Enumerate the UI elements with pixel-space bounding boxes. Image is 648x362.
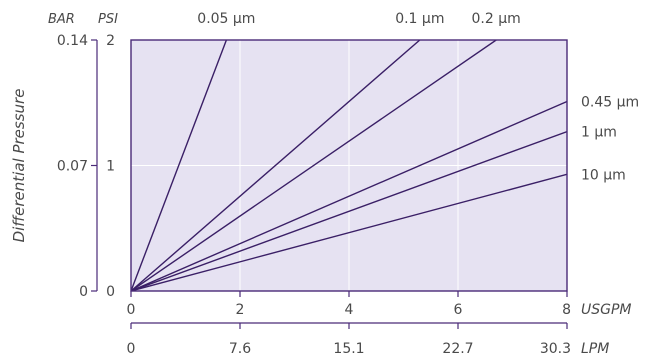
series-line-2: [131, 40, 497, 291]
psi-tick-label: 2: [106, 33, 115, 49]
series-label: 1 µm: [581, 125, 617, 141]
series-line-4: [131, 130, 567, 291]
usgpm-tick-label: 0: [127, 302, 136, 318]
usgpm-unit-label: USGPM: [581, 302, 632, 318]
usgpm-tick-label: 2: [236, 302, 245, 318]
usgpm-tick-label: 8: [562, 302, 571, 318]
series-label: 10 µm: [581, 167, 626, 183]
psi-tick-label: 0: [106, 284, 115, 300]
series-label: 0.2 µm: [472, 11, 521, 27]
lpm-tick-label: 30.3: [540, 341, 571, 357]
bar-unit-label: BAR: [48, 12, 75, 27]
series-label: 0.05 µm: [197, 11, 255, 27]
lpm-unit-label: LPM: [581, 341, 609, 357]
lpm-tick-label: 22.7: [442, 341, 473, 357]
psi-unit-label: PSI: [98, 12, 118, 27]
series-line-1: [131, 40, 421, 291]
lpm-tick-label: 7.6: [229, 341, 251, 357]
axes: [91, 39, 568, 329]
y-axis-title: Differential Pressure: [10, 89, 28, 243]
series-label: 0.1 µm: [395, 11, 444, 27]
series-line-0: [131, 40, 228, 291]
grid-lines: [131, 40, 567, 291]
usgpm-tick-label: 6: [454, 302, 463, 318]
lpm-tick-label: 0: [127, 341, 136, 357]
labels: 0.14 0.07 0 2 1 0 BAR PSI Differential Pressure 0…: [10, 11, 639, 357]
bar-tick-label: 0.07: [57, 159, 88, 175]
series-label: 0.45 µm: [581, 94, 639, 110]
series-lines: [131, 40, 567, 291]
series-line-5: [131, 173, 567, 291]
usgpm-tick-label: 4: [345, 302, 354, 318]
bar-tick-label: 0: [79, 284, 88, 300]
lpm-tick-label: 15.1: [333, 341, 364, 357]
series-line-3: [131, 100, 567, 291]
psi-tick-label: 1: [106, 159, 115, 175]
bar-tick-label: 0.14: [57, 33, 88, 49]
